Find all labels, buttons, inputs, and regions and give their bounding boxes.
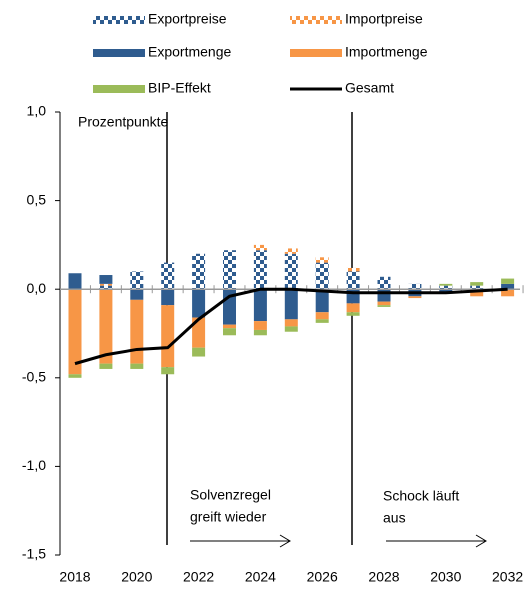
bar	[470, 282, 484, 286]
bar	[284, 319, 298, 327]
x-tick-label: 2026	[307, 569, 338, 585]
y-tick-label: -1,5	[22, 546, 46, 562]
x-tick-label: 2028	[368, 569, 399, 585]
legend-label: Exportpreise	[148, 11, 227, 27]
bar	[439, 285, 453, 290]
bar	[470, 289, 484, 297]
bar	[470, 285, 484, 290]
bar	[253, 250, 267, 290]
bar	[192, 317, 206, 348]
y-tick-label: 0,5	[27, 191, 47, 207]
bar	[68, 374, 82, 378]
bar	[501, 283, 515, 290]
bar	[253, 244, 267, 251]
bar	[99, 363, 113, 369]
legend-label: Importpreise	[345, 11, 423, 27]
y-tick-label: 1,0	[27, 103, 47, 119]
y-tick-label: -1,0	[22, 457, 46, 473]
bar	[192, 347, 206, 357]
bar	[161, 305, 175, 368]
bar	[99, 283, 113, 286]
bar	[161, 262, 175, 290]
annotation: aus	[383, 510, 406, 526]
bar	[192, 289, 206, 318]
legend-swatch	[290, 16, 342, 24]
legend-label: BIP-Effekt	[148, 80, 211, 96]
annotation: Solvenzregel	[190, 487, 271, 503]
legend-label: Importmenge	[345, 44, 428, 60]
bar	[192, 253, 206, 290]
legend-swatch	[290, 49, 342, 57]
bar	[346, 271, 360, 290]
bar	[377, 301, 391, 306]
y-tick-label: -0,5	[22, 369, 46, 385]
bar	[284, 326, 298, 332]
bar	[501, 289, 515, 297]
bar	[130, 363, 144, 369]
legend-swatch	[93, 85, 145, 93]
bar	[346, 312, 360, 316]
y-axis-label: Prozentpunkte	[78, 114, 168, 130]
legend-swatch	[93, 16, 145, 24]
bar	[346, 267, 360, 272]
bar	[284, 253, 298, 290]
bar	[130, 289, 144, 300]
arrow	[190, 534, 291, 548]
legend-label: Gesamt	[345, 80, 394, 96]
x-tick-label: 2022	[183, 569, 214, 585]
bar	[408, 283, 422, 290]
bar	[99, 289, 113, 364]
bar	[68, 289, 82, 375]
line	[74, 287, 508, 366]
annotation: greift wieder	[190, 509, 267, 525]
bar	[284, 289, 298, 320]
bar	[99, 275, 113, 284]
bar	[68, 273, 82, 290]
bar	[315, 289, 329, 313]
bar	[501, 278, 515, 284]
y-tick-label: 0,0	[27, 280, 47, 296]
bar	[439, 289, 453, 293]
bar	[315, 319, 329, 323]
bar	[315, 312, 329, 320]
bar	[130, 299, 144, 364]
bar	[161, 289, 175, 306]
bar	[377, 276, 391, 290]
bar	[253, 289, 267, 322]
bar	[99, 285, 113, 290]
bar	[253, 321, 267, 330]
x-tick-label: 2032	[492, 569, 523, 585]
bar	[223, 324, 236, 329]
bar	[161, 367, 175, 375]
arrow	[386, 534, 487, 548]
bar	[346, 303, 360, 313]
bar	[223, 250, 236, 290]
x-tick-label: 2024	[245, 569, 276, 585]
bar	[130, 271, 144, 290]
x-tick-label: 2030	[430, 569, 461, 585]
legend-label: Exportmenge	[148, 44, 231, 60]
bar	[223, 328, 236, 336]
bar	[377, 289, 391, 302]
bar	[315, 257, 329, 263]
bar	[377, 305, 391, 307]
bar	[408, 296, 422, 299]
bar	[284, 248, 298, 254]
x-tick-label: 2020	[121, 569, 152, 585]
legend-swatch	[93, 49, 145, 57]
annotation: Schock läuft	[383, 488, 459, 504]
bar	[315, 262, 329, 290]
bar	[439, 283, 453, 286]
x-tick-label: 2018	[59, 569, 90, 585]
bar	[253, 329, 267, 336]
